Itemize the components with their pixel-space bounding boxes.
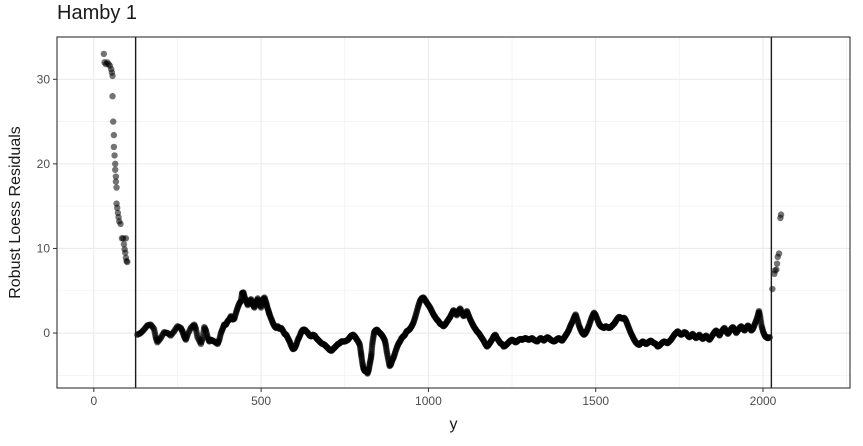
data-point-left-groove <box>111 152 118 159</box>
data-point-left-groove <box>110 143 118 151</box>
data-point-left-groove <box>109 72 116 80</box>
reference-lines <box>134 37 773 388</box>
y-tick-label: 20 <box>37 157 51 171</box>
data-point-right-groove <box>777 211 785 218</box>
x-tick-label: 0 <box>90 394 97 408</box>
data-point-left-groove <box>120 241 128 248</box>
grid-minor <box>57 37 850 388</box>
data-point-left-groove <box>112 166 119 173</box>
data-points <box>100 50 785 377</box>
y-tick-label: 10 <box>37 241 51 255</box>
x-tick-label: 1000 <box>415 394 442 408</box>
data-point-right-groove <box>775 250 783 257</box>
data-point-left-groove <box>114 204 121 212</box>
data-point-left-groove <box>122 235 130 242</box>
data-point-left-groove <box>109 93 116 100</box>
y-tick-label: 30 <box>37 72 51 86</box>
data-point-left-groove <box>110 118 117 125</box>
data-point-right-groove <box>773 260 781 267</box>
y-tick-label: 0 <box>43 326 50 340</box>
data-point-right-groove <box>769 285 776 293</box>
data-point-right-groove <box>773 266 780 273</box>
data-point-left-groove <box>112 173 120 180</box>
grid-major <box>57 37 850 388</box>
data-point-left-groove <box>117 220 124 228</box>
x-tick-label: 1500 <box>582 394 609 408</box>
data-point-left-groove <box>112 178 120 185</box>
data-point-left-groove <box>100 50 108 58</box>
data-point-left-groove <box>124 258 131 266</box>
x-axis-ticks: 0 500 1000 1500 2000 <box>90 388 777 408</box>
data-point-left-groove <box>112 160 119 168</box>
data-point-left-groove <box>122 249 129 256</box>
x-tick-label: 2000 <box>750 394 777 408</box>
panel-border <box>56 36 851 389</box>
data-point-left-groove <box>113 184 120 191</box>
y-axis-title: Robust Loess Residuals <box>7 126 24 299</box>
data-point-left-groove <box>110 131 118 139</box>
chart-title: Hamby 1 <box>57 2 138 24</box>
y-axis-ticks: 0 10 20 30 <box>37 72 57 340</box>
x-axis-title: y <box>450 416 458 433</box>
x-tick-label: 500 <box>251 394 271 408</box>
